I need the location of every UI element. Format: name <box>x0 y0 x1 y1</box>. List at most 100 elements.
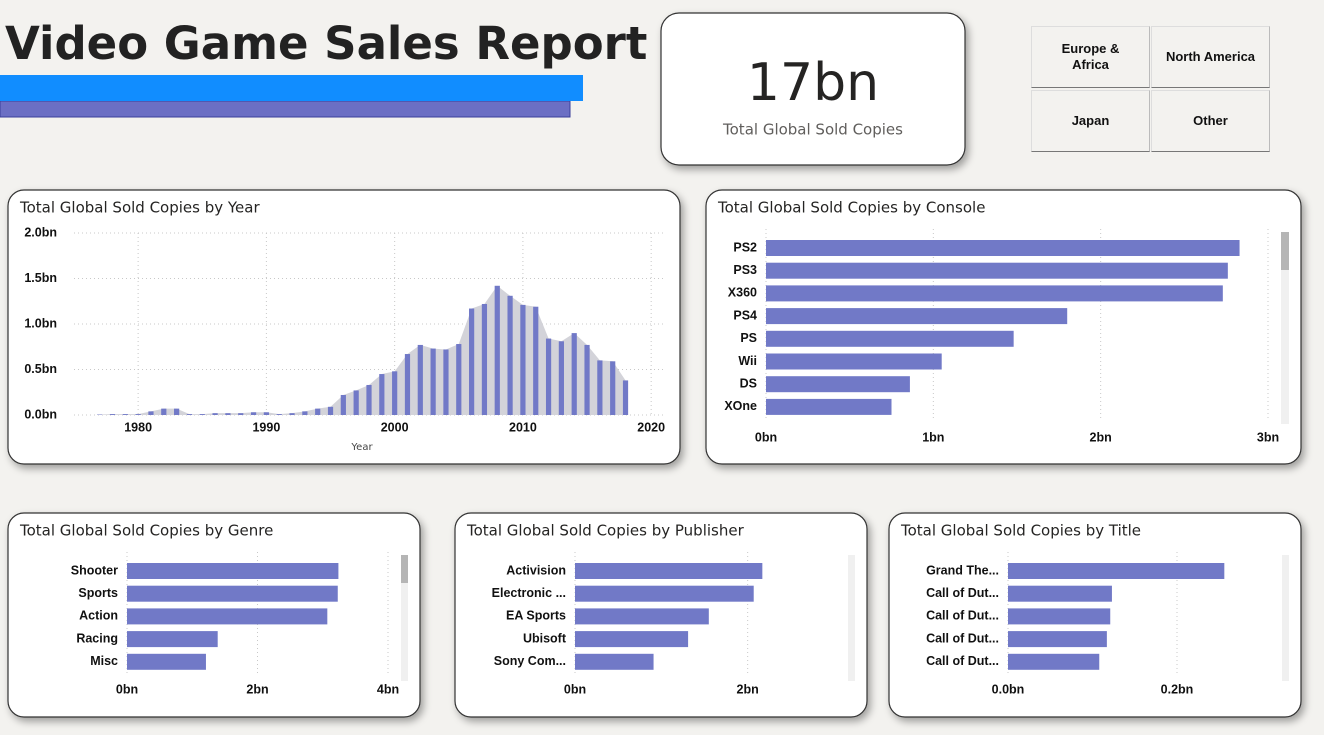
bar <box>597 360 603 415</box>
bar <box>575 608 709 625</box>
y-tick-label: Sony Com... <box>494 654 566 668</box>
bar <box>766 285 1223 302</box>
x-tick-label: 2bn <box>737 682 759 696</box>
slicer-option[interactable]: Other <box>1151 90 1270 152</box>
scrollbar-thumb[interactable] <box>1281 232 1289 270</box>
y-tick-label: Ubisoft <box>523 631 567 645</box>
y-tick-label: Activision <box>506 563 566 577</box>
x-tick-label: 2020 <box>637 420 665 434</box>
bar <box>1008 631 1107 648</box>
bar <box>494 285 500 415</box>
x-tick-label: 0.2bn <box>1161 682 1194 696</box>
y-tick-label: 1.0bn <box>24 316 57 330</box>
bar <box>766 398 892 415</box>
chart-title: Total Global Sold Copies by Genre <box>19 522 273 540</box>
bar <box>1008 608 1111 625</box>
bar <box>1008 653 1100 670</box>
kpi-label: Total Global Sold Copies <box>722 121 903 139</box>
bar <box>533 306 539 415</box>
card <box>7 189 681 465</box>
x-axis-label: Year <box>350 442 373 453</box>
y-tick-label: Wii <box>738 354 757 368</box>
y-tick-label: PS <box>740 331 757 345</box>
scrollbar[interactable] <box>1281 232 1289 424</box>
chart-title: Total Global Sold Copies by Console <box>717 199 985 217</box>
bar <box>520 304 526 415</box>
bar <box>127 608 328 625</box>
bar <box>366 384 372 415</box>
scrollbar[interactable] <box>848 555 855 681</box>
bar <box>622 380 629 415</box>
title-underline-blue <box>0 75 583 101</box>
bar <box>558 341 564 415</box>
y-tick-label: Shooter <box>71 563 118 577</box>
bar <box>340 394 346 415</box>
y-tick-label: EA Sports <box>506 609 566 623</box>
bar <box>174 408 180 415</box>
bar <box>575 631 689 648</box>
x-tick-label: 1990 <box>252 420 280 434</box>
y-tick-label: Call of Dut... <box>926 654 999 668</box>
bar <box>545 338 552 415</box>
bar <box>766 262 1228 279</box>
x-tick-label: 2bn <box>1090 430 1112 444</box>
bar <box>127 563 339 579</box>
bar <box>481 303 488 415</box>
bar <box>127 631 218 648</box>
chart-title: Total Global Sold Copies by Year <box>19 199 260 217</box>
slicer-option[interactable]: North America <box>1151 26 1270 88</box>
chart-title: Total Global Sold Copies by Publisher <box>466 522 745 540</box>
area <box>99 285 626 415</box>
x-tick-label: 2bn <box>246 682 268 696</box>
slicer-option[interactable]: Europe & Africa <box>1031 26 1150 88</box>
bar <box>469 308 475 415</box>
bar <box>161 408 167 415</box>
bar <box>766 308 1068 325</box>
y-tick-label: PS3 <box>733 263 757 277</box>
bar <box>392 371 398 415</box>
bar <box>1008 563 1225 579</box>
y-tick-label: Call of Dut... <box>926 609 999 623</box>
bar <box>766 376 910 393</box>
bar <box>443 349 449 415</box>
bar <box>430 348 436 415</box>
kpi-card <box>660 12 966 166</box>
x-tick-label: 0.0bn <box>992 682 1025 696</box>
y-tick-label: 2.0bn <box>24 225 57 239</box>
y-tick-label: Racing <box>76 631 118 645</box>
y-tick-label: Call of Dut... <box>926 631 999 645</box>
bar <box>766 353 942 370</box>
bar <box>199 414 205 415</box>
bar <box>212 413 218 415</box>
scrollbar[interactable] <box>401 555 408 681</box>
kpi-value: 17bn <box>747 53 879 113</box>
bar <box>127 653 206 670</box>
bar <box>575 585 754 602</box>
bar <box>263 412 269 415</box>
bar <box>766 240 1240 256</box>
bar <box>148 411 154 415</box>
bar <box>456 344 462 415</box>
bar <box>379 374 385 415</box>
scrollbar[interactable] <box>1282 555 1289 681</box>
bar <box>122 414 128 415</box>
bar <box>417 344 423 415</box>
card <box>705 189 1302 465</box>
x-tick-label: 2000 <box>381 420 409 434</box>
x-tick-label: 0bn <box>755 430 777 444</box>
y-tick-label: PS2 <box>733 240 757 254</box>
y-tick-label: PS4 <box>733 308 757 322</box>
slicer-option[interactable]: Japan <box>1031 90 1150 152</box>
y-tick-label: Electronic ... <box>492 586 566 600</box>
scrollbar-thumb[interactable] <box>401 555 408 583</box>
bar <box>404 354 411 415</box>
y-tick-label: 0.0bn <box>24 407 57 421</box>
bar <box>575 563 763 579</box>
bar <box>225 413 231 415</box>
bar <box>610 361 616 415</box>
bar <box>276 414 282 415</box>
x-tick-label: 3bn <box>1257 430 1279 444</box>
bar <box>127 585 338 602</box>
